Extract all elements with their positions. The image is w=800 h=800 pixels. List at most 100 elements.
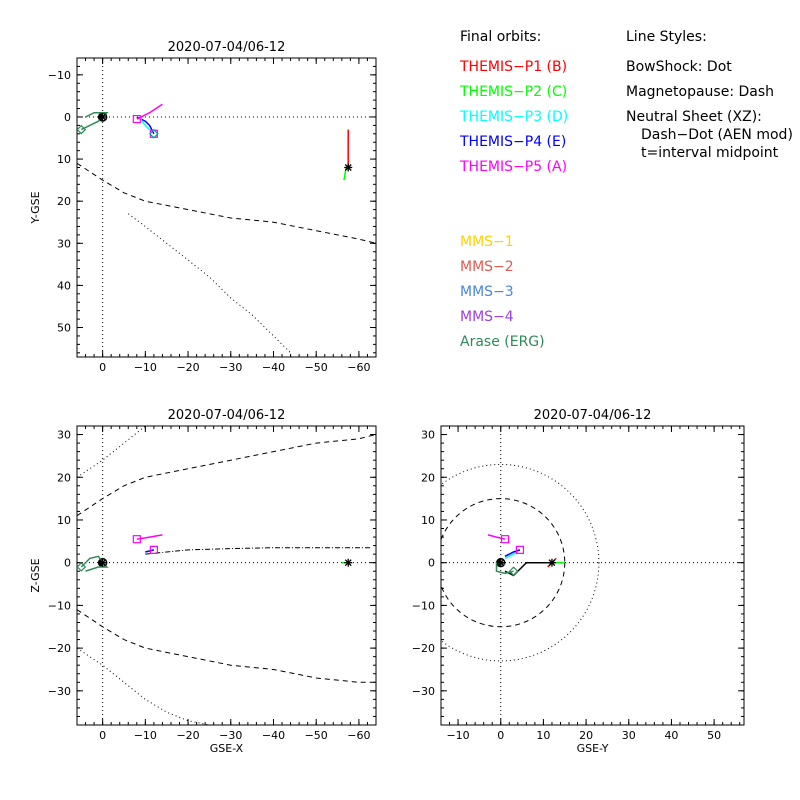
y-tick-label: −30 — [412, 685, 435, 698]
square-marker — [132, 535, 141, 544]
neutral-sheet-line — [145, 547, 372, 555]
plot-frame — [440, 425, 745, 726]
y-tick-label: 0 — [64, 557, 71, 570]
panel-yz: 2020-07-04/06-12 −10 0 10 20 30 40 50 −30 −20 −10 0… — [412, 408, 745, 755]
diamond-marker — [149, 128, 159, 139]
y-tick-label: 0 — [428, 557, 435, 570]
x-tick-label: 10 — [536, 729, 550, 742]
x-tick-label: −60 — [347, 361, 370, 374]
x-tick-label: −60 — [347, 729, 370, 742]
orbit-series — [136, 103, 163, 120]
legend-item-themis-p2: THEMIS−P2 (C) — [459, 84, 567, 100]
orbit-series — [487, 534, 506, 540]
y-tick-label: 30 — [421, 429, 435, 442]
asterisk-stroke — [99, 113, 107, 121]
legend-item-themis-p3: THEMIS−P3 (D) — [459, 109, 568, 125]
panel-xz: 2020-07-04/06-12 0 −10 −20 −30 −40 −50 −60 −30 −2… — [29, 408, 377, 755]
x-tick-label: −50 — [305, 361, 328, 374]
legend-line-styles: Line Styles: BowShock: Dot Magnetopause:… — [626, 29, 793, 161]
magnetopause-lower-line — [77, 609, 376, 683]
y-tick-label: −10 — [48, 69, 71, 82]
y-tick-label: 10 — [57, 514, 71, 527]
square-marker — [500, 535, 510, 544]
y-tick-label: 30 — [57, 237, 71, 250]
x-tick-label: −10 — [134, 729, 157, 742]
bow-shock-upper-line — [77, 426, 146, 478]
asterisk-stroke — [344, 559, 352, 567]
square-marker — [149, 545, 158, 554]
y-tick-label: −30 — [48, 685, 71, 698]
diamond-marker — [508, 566, 519, 577]
legend-style-midpoint: t=interval midpoint — [641, 145, 779, 161]
panel-title: 2020-07-04/06-12 — [534, 408, 652, 423]
legend-item-themis-p1: THEMIS−P1 (B) — [459, 59, 567, 75]
orbit-series — [504, 549, 521, 557]
legend-styles-heading: Line Styles: — [626, 29, 707, 45]
legend-orbits-heading: Final orbits: — [460, 29, 541, 45]
y-tick-label: 30 — [57, 429, 71, 442]
legend-item-themis-p5: THEMIS−P5 (A) — [459, 159, 567, 175]
orbit-series — [145, 549, 155, 553]
y-tick-label: −20 — [412, 642, 435, 655]
magnetopause-line — [77, 162, 376, 244]
legend-item-mms-2: MMS−2 — [460, 259, 514, 275]
plot-area — [77, 58, 376, 357]
x-tick-label: 0 — [99, 361, 106, 374]
legend-orbits: Final orbits: THEMIS−P1 (B) THEMIS−P2 (C… — [459, 29, 568, 350]
legend-item-mms-3: MMS−3 — [460, 284, 514, 300]
x-tick-label: 20 — [579, 729, 593, 742]
midpoint-asterisk-marker — [98, 558, 107, 567]
plot-area — [77, 426, 376, 725]
orbit-series — [504, 561, 552, 577]
y-tick-label: 20 — [421, 471, 435, 484]
y-tick-label: −20 — [48, 642, 71, 655]
y-tick-label: 40 — [57, 279, 71, 292]
x-tick-label: −40 — [262, 729, 285, 742]
orbit-series — [136, 534, 163, 540]
x-axis-label: GSE-Y — [577, 742, 609, 755]
x-tick-label: −40 — [262, 361, 285, 374]
legend-item-mms-4: MMS−4 — [460, 309, 514, 325]
legend-item-themis-p4: THEMIS−P4 (E) — [459, 134, 566, 150]
y-tick-label: 50 — [57, 322, 71, 335]
panel-title: 2020-07-04/06-12 — [168, 40, 286, 55]
square-marker — [515, 545, 525, 554]
x-axis-label: GSE-X — [210, 742, 244, 755]
legend-item-arase: Arase (ERG) — [460, 334, 545, 350]
midpoint-asterisk-marker — [344, 163, 353, 172]
midpoint-asterisk-marker — [98, 112, 107, 121]
midpoint-asterisk-marker — [547, 558, 556, 567]
y-tick-label: 0 — [64, 111, 71, 124]
square-marker — [132, 114, 141, 124]
plot-frame — [76, 425, 377, 726]
legend-style-magnetopause: Magnetopause: Dash — [626, 84, 774, 100]
y-tick-label: −10 — [412, 599, 435, 612]
x-tick-label: −30 — [219, 729, 242, 742]
plot-frame — [76, 57, 377, 358]
magnetopause-upper-line — [77, 434, 376, 517]
x-tick-label: −20 — [176, 361, 199, 374]
x-tick-label: −20 — [176, 729, 199, 742]
asterisk-stroke — [99, 559, 107, 567]
asterisk-stroke — [548, 559, 556, 567]
midpoint-asterisk-marker — [344, 558, 353, 567]
plot-area — [441, 426, 744, 725]
legend-style-bowshock: BowShock: Dot — [626, 59, 732, 75]
x-tick-label: −10 — [134, 361, 157, 374]
legend-style-neutral-sheet: Neutral Sheet (XZ): — [626, 109, 762, 125]
y-axis-label: Z-GSE — [29, 558, 42, 592]
x-tick-label: 30 — [622, 729, 636, 742]
midpoint-asterisk-marker — [496, 558, 505, 567]
y-tick-label: 10 — [421, 514, 435, 527]
y-tick-label: −10 — [48, 599, 71, 612]
y-tick-label: 10 — [57, 153, 71, 166]
x-tick-label: 0 — [99, 729, 106, 742]
asterisk-stroke — [497, 559, 505, 567]
x-tick-label: 40 — [664, 729, 678, 742]
x-tick-label: −30 — [219, 361, 242, 374]
x-tick-label: 50 — [707, 729, 721, 742]
panel-title: 2020-07-04/06-12 — [168, 408, 286, 423]
asterisk-stroke — [344, 164, 352, 171]
orbit-series — [138, 116, 151, 131]
diamond-marker — [77, 562, 87, 572]
